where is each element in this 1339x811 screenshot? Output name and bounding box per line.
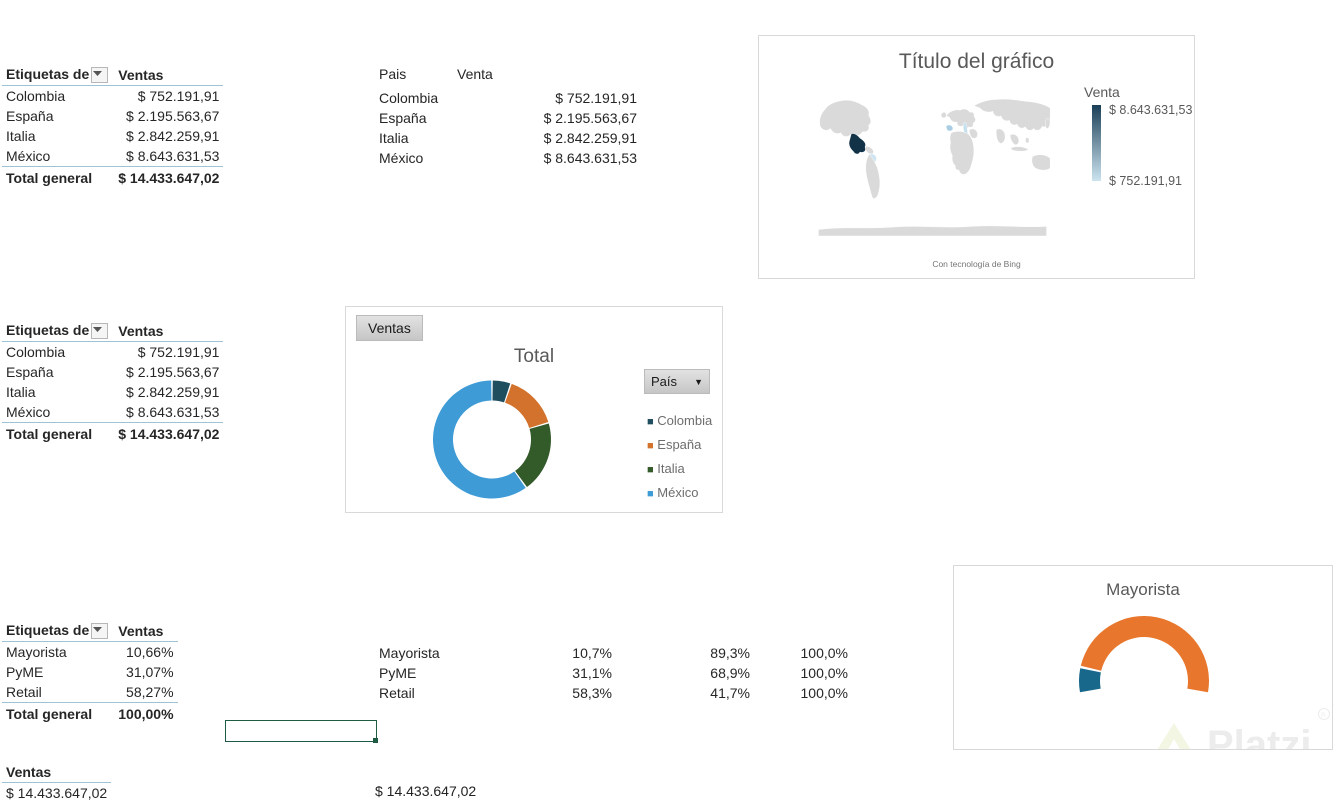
svg-text:Platzi: Platzi [1207,723,1311,749]
svg-text:R: R [1321,712,1326,719]
